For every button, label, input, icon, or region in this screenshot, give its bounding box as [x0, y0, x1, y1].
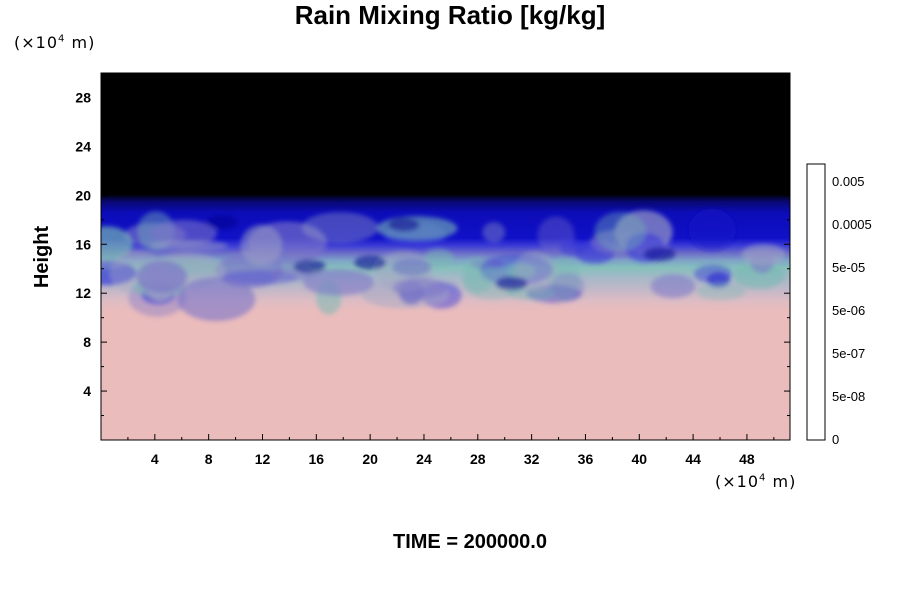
x-tick-label: 40 — [631, 451, 647, 467]
colorbar-label: 5e-05 — [832, 260, 865, 275]
chart-title: Rain Mixing Ratio [kg/kg] — [294, 0, 606, 30]
mixing-eddy — [549, 273, 585, 301]
colorbar: 0 5e-08 5e-07 5e-06 5e-05 0.0005 0.005 — [806, 163, 872, 447]
mixing-eddy — [482, 222, 506, 243]
y-tick-label: 16 — [75, 236, 91, 252]
x-tick-label: 32 — [524, 451, 540, 467]
vortex-core — [354, 255, 387, 270]
y-tick-label: 20 — [75, 187, 91, 203]
x-tick-label: 48 — [739, 451, 755, 467]
y-tick-label: 12 — [75, 285, 91, 301]
x-tick-label: 36 — [578, 451, 594, 467]
x-tick-label: 28 — [470, 451, 486, 467]
vortex-core — [206, 215, 239, 230]
mixing-eddy — [177, 277, 256, 321]
y-axis-unit: (×104 m) — [14, 33, 96, 52]
colorbar-label: 5e-06 — [832, 303, 865, 318]
turbulent-mixing-band — [101, 208, 786, 321]
heatmap-field — [101, 73, 790, 440]
x-tick-label: 24 — [416, 451, 432, 467]
mixing-eddy — [741, 244, 786, 266]
mixing-eddy — [301, 212, 379, 244]
y-tick-label: 4 — [83, 383, 91, 399]
vortex-core — [495, 276, 528, 291]
mixing-eddy — [650, 274, 696, 299]
x-tick-label: 20 — [362, 451, 378, 467]
colorbar-frame — [806, 163, 826, 441]
mixing-eddy — [150, 219, 217, 247]
time-label: TIME = 200000.0 — [393, 531, 547, 553]
mixing-eddy — [594, 211, 647, 252]
mixing-eddy — [696, 282, 746, 301]
mixing-eddy — [392, 277, 447, 298]
x-tick-label: 8 — [205, 451, 213, 467]
vortex-core — [293, 259, 326, 274]
x-tick-label: 16 — [309, 451, 325, 467]
vortex-core — [643, 247, 676, 262]
x-tick-label: 44 — [685, 451, 701, 467]
colorbar-label: 0 — [832, 432, 839, 447]
colorbar-label: 5e-08 — [832, 389, 865, 404]
mixing-eddy — [462, 267, 524, 300]
colorbar-label: 5e-07 — [832, 346, 865, 361]
y-tick-label: 28 — [75, 89, 91, 105]
y-tick-label: 24 — [75, 138, 91, 154]
colorbar-label: 0.005 — [832, 174, 865, 189]
mixing-eddy — [424, 249, 454, 268]
mixing-eddy — [101, 258, 128, 269]
mixing-eddy — [240, 224, 283, 266]
vortex-core — [387, 217, 420, 232]
mixing-eddy — [303, 269, 375, 296]
colorbar-label: 0.0005 — [832, 217, 872, 232]
x-tick-label: 12 — [255, 451, 271, 467]
mixing-eddy — [149, 240, 229, 252]
x-axis-unit: (×104 m) — [715, 472, 797, 491]
plot-frame — [100, 72, 791, 441]
y-tick-label: 8 — [83, 334, 91, 350]
mixing-eddy — [693, 264, 733, 284]
mixing-eddy — [559, 238, 582, 257]
mixing-eddy — [688, 208, 736, 251]
mixing-eddy — [101, 226, 133, 262]
mixing-eddy — [733, 262, 785, 289]
mixing-eddy — [136, 260, 188, 294]
x-tick-label: 4 — [151, 451, 159, 467]
